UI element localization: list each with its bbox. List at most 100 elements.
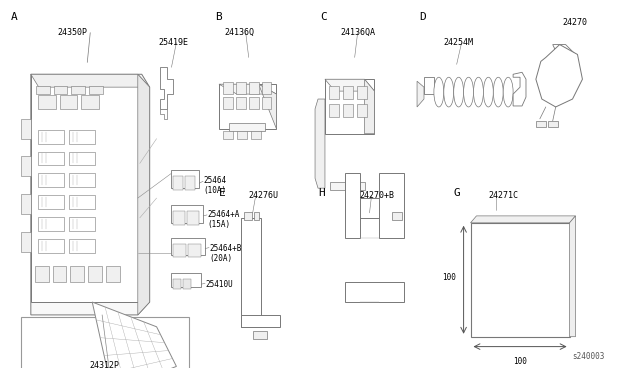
Bar [173, 244, 186, 257]
Bar [52, 266, 67, 282]
Text: 24136QA: 24136QA [340, 28, 375, 37]
Bar [330, 182, 365, 190]
Text: 25464: 25464 [203, 176, 227, 185]
Polygon shape [325, 79, 374, 91]
Bar [253, 331, 266, 339]
Text: C: C [320, 12, 327, 22]
Text: G: G [454, 188, 460, 198]
Bar [343, 86, 353, 99]
Bar [38, 195, 63, 209]
Bar [223, 97, 233, 109]
Text: 25464+B: 25464+B [209, 244, 241, 253]
Bar [356, 104, 367, 117]
Bar [38, 239, 63, 253]
Text: (10A): (10A) [203, 186, 227, 195]
Bar [470, 223, 570, 337]
Bar [38, 130, 63, 144]
Polygon shape [417, 81, 424, 107]
Text: 25419E: 25419E [159, 38, 189, 46]
Bar [60, 95, 77, 109]
Bar [172, 170, 199, 188]
Bar [329, 104, 339, 117]
Bar [183, 279, 191, 289]
Bar [345, 198, 399, 218]
Text: 25410U: 25410U [205, 280, 233, 289]
Text: 24276U: 24276U [249, 191, 278, 200]
Bar [236, 97, 246, 109]
Bar [35, 266, 49, 282]
Bar [249, 97, 259, 109]
Text: D: D [419, 12, 426, 22]
Polygon shape [259, 84, 276, 129]
Ellipse shape [454, 77, 463, 107]
Polygon shape [470, 216, 575, 223]
Bar [21, 317, 189, 372]
Text: E: E [219, 188, 226, 198]
Text: 100: 100 [442, 273, 456, 282]
Ellipse shape [463, 77, 474, 107]
Polygon shape [570, 216, 575, 337]
Text: 24270+B: 24270+B [360, 191, 395, 200]
Bar [536, 121, 546, 127]
Bar [38, 173, 63, 187]
Text: (20A): (20A) [209, 253, 232, 263]
Bar [244, 212, 252, 220]
Bar [70, 130, 95, 144]
Bar [229, 123, 264, 131]
Bar [223, 131, 233, 139]
Bar [345, 173, 360, 238]
Polygon shape [424, 77, 434, 94]
Bar [249, 82, 259, 94]
Bar [70, 173, 95, 187]
Polygon shape [92, 302, 177, 372]
Bar [70, 239, 95, 253]
Polygon shape [315, 99, 325, 188]
Text: A: A [11, 12, 18, 22]
Bar [325, 79, 374, 134]
Polygon shape [31, 74, 150, 87]
Bar [21, 232, 31, 251]
Ellipse shape [503, 77, 513, 107]
Polygon shape [365, 79, 374, 134]
Bar [186, 176, 195, 190]
Text: 24312P: 24312P [89, 362, 119, 371]
Ellipse shape [493, 77, 503, 107]
Text: 24254M: 24254M [444, 38, 474, 46]
Bar [380, 173, 404, 238]
Text: 24350P: 24350P [58, 28, 88, 37]
Bar [392, 212, 402, 220]
Bar [31, 74, 138, 302]
Polygon shape [219, 84, 276, 94]
Text: (15A): (15A) [207, 220, 230, 229]
Bar [173, 279, 181, 289]
Text: 24270: 24270 [563, 18, 588, 27]
Bar [21, 194, 31, 214]
Text: 24271C: 24271C [488, 191, 518, 200]
Bar [38, 151, 63, 166]
Polygon shape [536, 45, 582, 107]
Bar [223, 82, 233, 94]
Bar [70, 266, 84, 282]
Bar [251, 131, 260, 139]
Bar [253, 212, 259, 220]
Text: s240003: s240003 [573, 352, 605, 360]
Bar [172, 205, 203, 223]
Ellipse shape [474, 77, 483, 107]
Polygon shape [138, 74, 150, 315]
Bar [262, 82, 271, 94]
Bar [38, 217, 63, 231]
Text: B: B [215, 12, 222, 22]
Bar [70, 217, 95, 231]
Bar [237, 131, 246, 139]
Bar [219, 84, 276, 129]
Bar [241, 218, 260, 327]
Bar [188, 211, 199, 225]
Ellipse shape [483, 77, 493, 107]
Bar [241, 315, 280, 327]
Polygon shape [546, 45, 579, 97]
Text: 25464+A: 25464+A [207, 210, 239, 219]
Bar [172, 238, 205, 256]
Bar [343, 104, 353, 117]
Bar [88, 266, 102, 282]
Bar [54, 86, 67, 94]
